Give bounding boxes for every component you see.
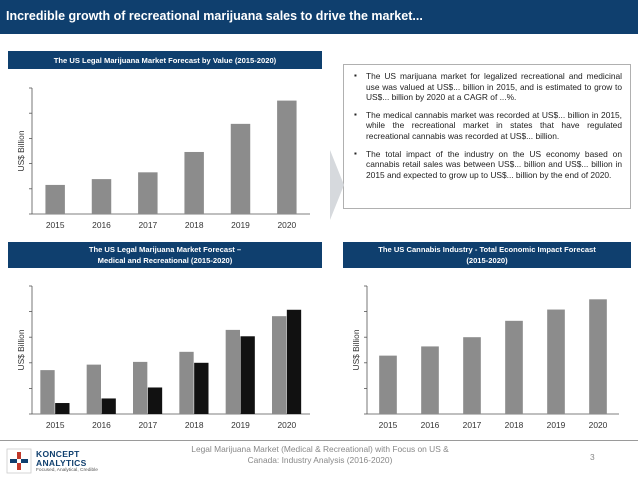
footer-divider [0, 440, 638, 441]
bar-medical [272, 316, 287, 414]
bar-recreational [147, 387, 163, 414]
value-forecast-chart: US$ Billion 2015 2016 2017 2018 2019 2020 [16, 87, 310, 230]
footer-report-title: Legal Marijuana Market (Medical & Recrea… [170, 444, 470, 465]
x-tick-label: 2016 [92, 420, 111, 430]
bar-value [184, 151, 204, 214]
impact-chart-title-line1: The US Cannabis Industry - Total Economi… [378, 245, 596, 254]
x-tick-label: 2017 [139, 420, 158, 430]
segment-chart-title-line1: The US Legal Marijuana Market Forecast – [88, 245, 242, 254]
slide-header: Incredible growth of recreational mariju… [0, 0, 638, 34]
key-findings-box: ▪ The US marijuana market for legalized r… [343, 64, 631, 209]
x-tick-label: 2019 [547, 420, 566, 430]
segment-chart-title: The US Legal Marijuana Market Forecast –… [8, 242, 322, 268]
y-axis-label: US$ Billion [16, 329, 26, 370]
key-findings-list: ▪ The US marijuana market for legalized r… [354, 71, 622, 180]
x-tick-label: 2020 [278, 420, 297, 430]
logo-tagline: Focused, Analytical, Credible [36, 468, 98, 473]
bar-medical [179, 351, 194, 414]
page-number: 3 [590, 452, 595, 462]
bar-medical [40, 370, 55, 414]
bar-total-economic-impact [421, 346, 439, 414]
chevron-right-icon [330, 150, 344, 220]
x-tick-label: 2016 [421, 420, 440, 430]
bullet-icon: ▪ [354, 109, 357, 119]
bar-recreational [101, 398, 116, 414]
bar-value [138, 172, 158, 214]
logo-text-line2: ANALYTICS [36, 458, 87, 468]
finding-item: ▪ The medical cannabis market was recorde… [354, 110, 622, 142]
finding-text: The total impact of the industry on the … [366, 148, 622, 180]
x-tick-label: 2015 [46, 420, 65, 430]
finding-text: The medical cannabis market was recorded… [366, 109, 622, 141]
x-tick-label: 2016 [92, 220, 111, 230]
bar-recreational [240, 336, 255, 414]
bar-recreational [55, 403, 70, 414]
bar-medical [133, 361, 148, 414]
bar-total-economic-impact [547, 309, 565, 414]
value-chart-title: The US Legal Marijuana Market Forecast b… [8, 51, 322, 69]
bullet-icon: ▪ [354, 148, 357, 158]
segment-chart-title-line2: Medical and Recreational (2015-2020) [97, 256, 233, 265]
bar-value [277, 100, 297, 214]
x-tick-label: 2019 [231, 220, 250, 230]
slide-title: Incredible growth of recreational mariju… [6, 9, 423, 23]
bar-total-economic-impact [505, 320, 523, 414]
bar-recreational [286, 309, 302, 414]
y-axis-label: US$ Billion [351, 329, 361, 370]
finding-item: ▪ The total impact of the industry on the… [354, 149, 622, 181]
x-tick-label: 2017 [463, 420, 482, 430]
footer-line1: Legal Marijuana Market (Medical & Recrea… [191, 444, 449, 454]
x-tick-label: 2020 [278, 220, 297, 230]
segment-forecast-chart: US$ Billion 2015 2016 2017 2018 2019 2020 [16, 285, 310, 430]
x-tick-label: 2018 [505, 420, 524, 430]
y-axis-label: US$ Billion [16, 130, 26, 171]
bar-recreational [194, 362, 209, 414]
x-tick-label: 2017 [139, 220, 158, 230]
x-tick-label: 2020 [589, 420, 608, 430]
impact-chart-title: The US Cannabis Industry - Total Economi… [343, 242, 631, 268]
footer-line2: Canada: Industry Analysis (2016-2020) [247, 454, 393, 465]
bar-total-economic-impact [589, 299, 607, 414]
x-tick-label: 2018 [185, 220, 204, 230]
impact-chart-title-line2: (2015-2020) [466, 256, 508, 265]
bar-medical [225, 329, 240, 414]
finding-item: ▪ The US marijuana market for legalized r… [354, 71, 622, 103]
logo-mark-icon [6, 448, 32, 474]
impact-forecast-chart: US$ Billion 2015 2016 2017 2018 2019 2020 [351, 285, 619, 430]
bar-medical [86, 364, 101, 414]
logo-text-line1: KONCEPT [36, 449, 80, 459]
x-tick-label: 2018 [185, 420, 204, 430]
x-tick-label: 2015 [46, 220, 65, 230]
x-tick-label: 2015 [379, 420, 398, 430]
bar-value [230, 123, 251, 214]
x-tick-label: 2019 [231, 420, 250, 430]
finding-text: The US marijuana market for legalized re… [366, 71, 622, 103]
bullet-icon: ▪ [354, 71, 357, 80]
bar-total-economic-impact [379, 355, 397, 414]
bar-total-economic-impact [463, 337, 481, 414]
company-logo: KONCEPT ANALYTICS Focused, Analytical, C… [6, 447, 126, 475]
bar-value [45, 184, 65, 214]
bar-value [91, 179, 112, 214]
